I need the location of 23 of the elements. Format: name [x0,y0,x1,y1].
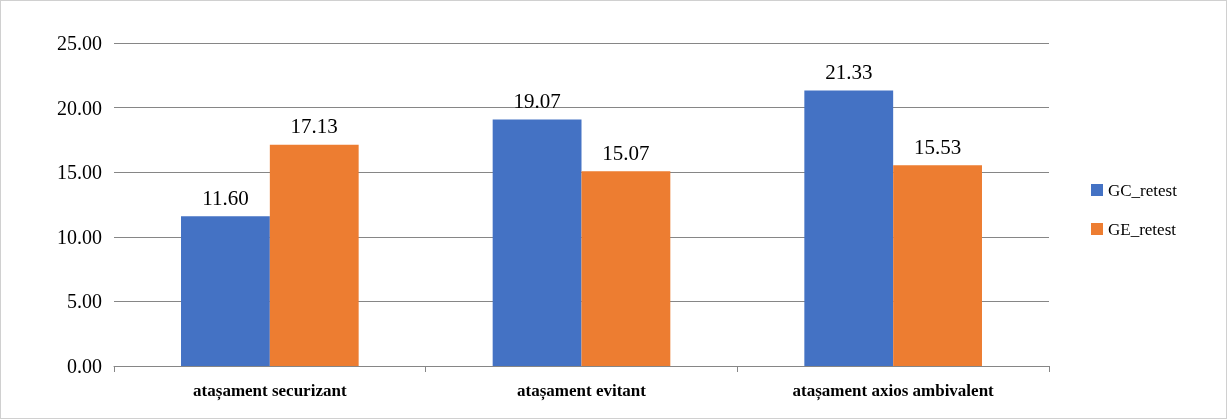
bar [581,171,671,366]
y-tick-label: 15.00 [57,161,102,184]
legend-label: GE_retest [1108,219,1177,239]
data-label: 15.07 [602,140,650,165]
y-tick-label: 5.00 [67,290,102,313]
data-label: 11.60 [202,185,249,210]
data-label: 21.33 [825,59,873,84]
data-label: 17.13 [290,114,338,139]
bar [804,90,894,366]
y-tick-label: 0.00 [67,355,102,377]
x-tick-label: atașament axios ambivalent [792,381,995,401]
y-tick-label: 25.00 [57,32,102,54]
y-tick-label: 10.00 [57,225,102,248]
x-tick-label: atașament evitant [517,381,647,401]
y-tick-label: 20.00 [57,96,102,119]
bar [893,165,982,366]
x-tick-label: atașament securizant [193,381,347,401]
data-label: 19.07 [513,89,561,114]
bar [492,119,582,366]
bar [269,144,359,366]
bar [181,216,270,366]
legend-label: GC_retest [1108,180,1178,200]
data-label: 15.53 [913,134,962,159]
